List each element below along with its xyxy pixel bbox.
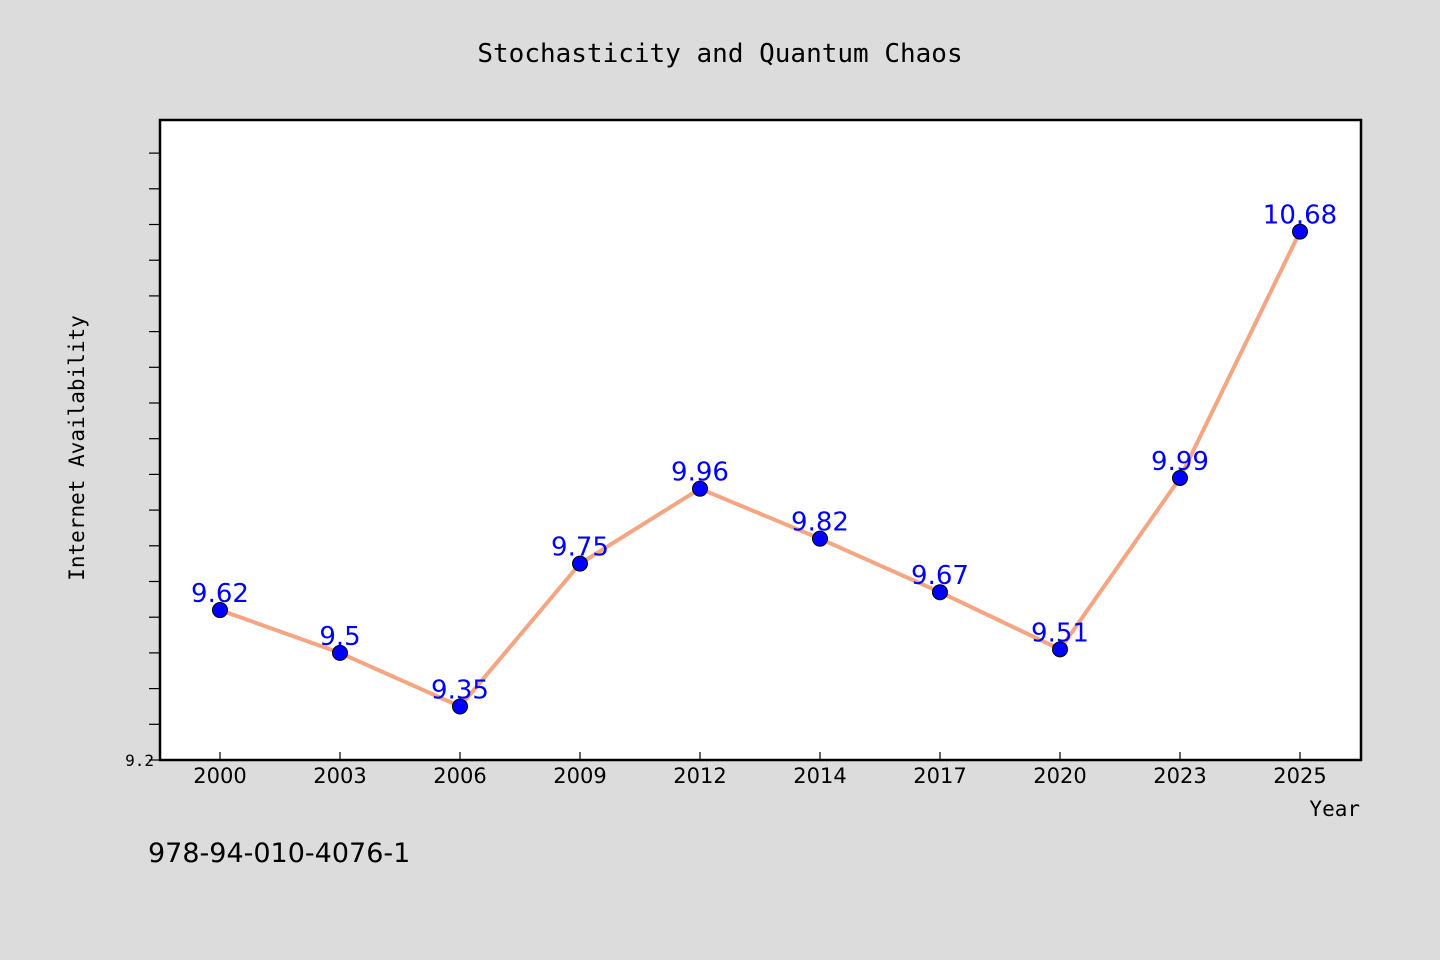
chart-title: Stochasticity and Quantum Chaos — [477, 39, 962, 69]
x-axis-tick-labels: 2000 2003 2006 2009 2012 2014 2017 2020 2023 2025 — [193, 764, 1326, 788]
data-label: 10.68 — [1263, 201, 1337, 231]
data-label: 9.82 — [791, 508, 849, 538]
data-label: 9.99 — [1151, 447, 1209, 477]
x-tick-label: 2017 — [913, 764, 966, 788]
x-tick-label: 2023 — [1153, 764, 1206, 788]
y-axis-tick-labels: 9.2 — [125, 751, 154, 770]
data-label: 9.67 — [911, 561, 969, 591]
x-tick-label: 2020 — [1033, 764, 1086, 788]
footer-isbn: 978-94-010-4076-1 — [148, 838, 410, 869]
y-axis-ticks — [149, 152, 160, 761]
x-tick-label: 2012 — [673, 764, 726, 788]
x-axis-ticks — [219, 752, 1301, 760]
x-tick-label: 2003 — [313, 764, 366, 788]
data-label: 9.75 — [551, 533, 609, 563]
data-label: 9.5 — [319, 622, 360, 652]
y-axis-label: Internet Availability — [65, 315, 89, 581]
x-tick-label: 2009 — [553, 764, 606, 788]
data-point — [332, 644, 348, 661]
data-labels: 9.62 9.5 9.35 9.75 9.96 9.82 9.67 9.51 9.99 10.68 — [191, 201, 1337, 706]
data-point — [572, 555, 588, 572]
x-tick-label: 2000 — [193, 764, 246, 788]
data-point — [452, 698, 468, 715]
x-tick-label: 2025 — [1273, 764, 1326, 788]
data-label: 9.96 — [671, 458, 729, 488]
data-point — [932, 584, 948, 601]
x-tick-label: 2014 — [793, 764, 846, 788]
data-label: 9.35 — [431, 675, 489, 705]
x-axis-label: Year — [1309, 797, 1360, 821]
x-tick-label: 2006 — [433, 764, 486, 788]
data-point — [1172, 469, 1188, 486]
data-label: 9.51 — [1031, 618, 1089, 648]
data-point — [1052, 641, 1068, 658]
data-markers — [212, 223, 1308, 715]
data-point — [212, 602, 228, 619]
plot-area — [158, 118, 1363, 762]
data-point — [812, 530, 828, 547]
data-point — [1292, 223, 1308, 240]
data-label: 9.62 — [191, 579, 249, 609]
data-point — [692, 480, 708, 497]
series-line — [218, 229, 1302, 709]
y-tick-label: 9.2 — [125, 751, 154, 770]
